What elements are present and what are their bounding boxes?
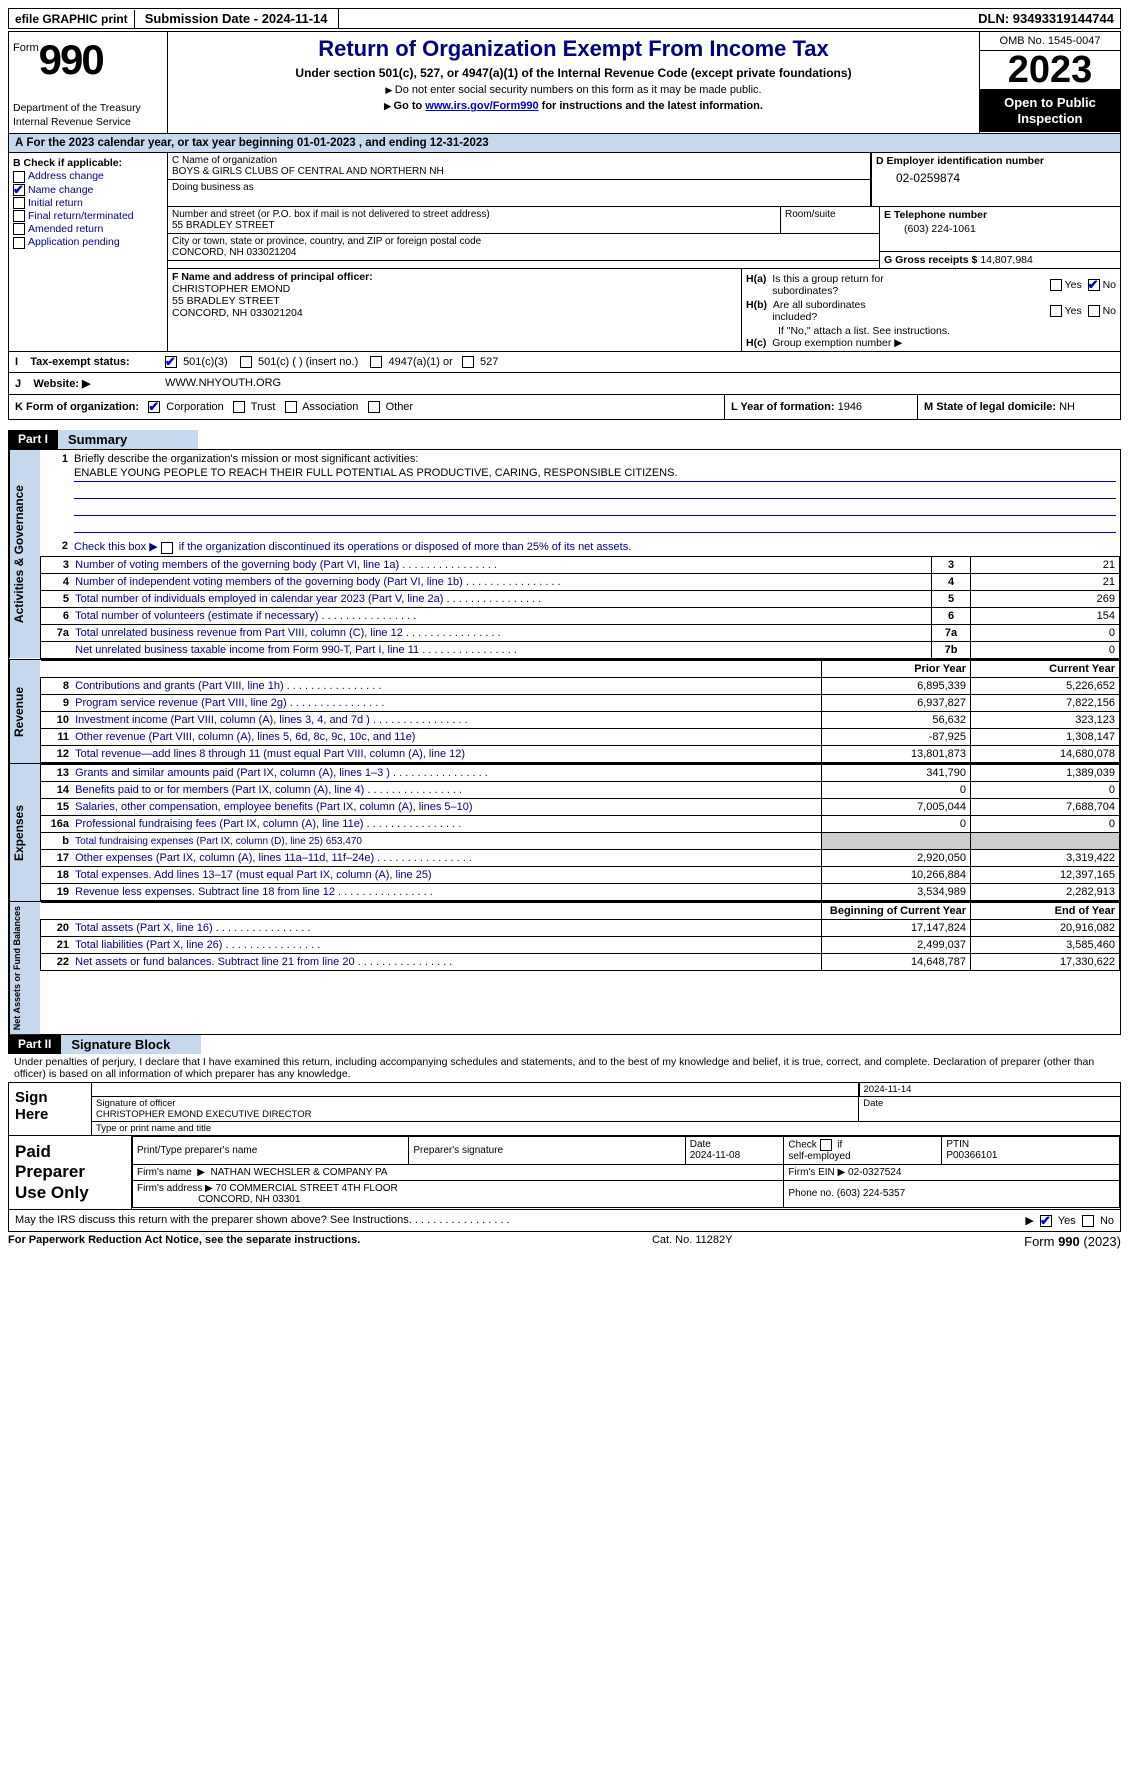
cb-501c3[interactable] [165, 356, 177, 368]
box-e-label: E Telephone number [884, 209, 987, 221]
discuss-row: May the IRS discuss this return with the… [8, 1210, 1121, 1232]
part2-header: Part II Signature Block [8, 1035, 1121, 1054]
cb-hb-yes[interactable] [1050, 305, 1062, 317]
prep-date: 2024-11-08 [690, 1150, 740, 1161]
instructions-link-row: Go to www.irs.gov/Form990 for instructio… [174, 100, 973, 112]
public-inspection-badge: Open to PublicInspection [980, 89, 1120, 132]
part1-header: Part I Summary [8, 430, 1121, 449]
expenses-section: Expenses 13 Grants and similar amounts p… [8, 764, 1121, 902]
year-formation: 1946 [838, 401, 862, 413]
cb-discontinued[interactable] [161, 542, 173, 554]
firm-addr-1: 70 COMMERCIAL STREET 4TH FLOOR [216, 1183, 398, 1194]
cb-ha-yes[interactable] [1050, 279, 1062, 291]
ptin: P00366101 [946, 1150, 997, 1161]
telephone-value: (603) 224-1061 [884, 221, 1116, 235]
tax-year: 2023 [980, 51, 1120, 89]
cb-corporation[interactable] [148, 401, 160, 413]
sign-here-section: Sign Here 2024-11-14 Signature of office… [8, 1082, 1121, 1136]
form-subtitle: Under section 501(c), 527, or 4947(a)(1)… [174, 66, 973, 80]
governance-section: Activities & Governance 1 Briefly descri… [8, 449, 1121, 659]
identity-grid: B Check if applicable: Address change Na… [8, 152, 1121, 352]
box-g-label: G Gross receipts $ [884, 254, 977, 266]
org-name: BOYS & GIRLS CLUBS OF CENTRAL AND NORTHE… [172, 166, 444, 177]
form-title: Return of Organization Exempt From Incom… [174, 36, 973, 62]
website-value: WWW.NHYOUTH.ORG [165, 377, 1114, 390]
irs-link[interactable]: www.irs.gov/Form990 [425, 100, 538, 112]
form-header: Form990 Department of the TreasuryIntern… [8, 31, 1121, 134]
cb-discuss-yes[interactable] [1040, 1215, 1052, 1227]
room-label: Room/suite [781, 207, 879, 233]
cb-hb-no[interactable] [1088, 305, 1100, 317]
firm-name: NATHAN WECHSLER & COMPANY PA [211, 1167, 388, 1178]
revenue-section: Revenue Prior YearCurrent Year 8 Contrib… [8, 660, 1121, 764]
form-word: Form [13, 42, 39, 54]
row-j-label: J Website: ▶ [15, 377, 165, 390]
cb-other[interactable] [368, 401, 380, 413]
cb-name-change[interactable] [13, 184, 25, 196]
cb-ha-no[interactable] [1088, 279, 1100, 291]
cb-trust[interactable] [233, 401, 245, 413]
cb-self-employed[interactable] [820, 1139, 832, 1151]
box-d-label: D Employer identification number [876, 155, 1044, 167]
officer-signature: CHRISTOPHER EMOND EXECUTIVE DIRECTOR [96, 1109, 312, 1120]
street-label: Number and street (or P.O. box if mail i… [172, 209, 490, 220]
gross-receipts-value: 14,807,984 [980, 254, 1033, 266]
cb-final-return[interactable] [13, 210, 25, 222]
topbar: efile GRAPHIC print Submission Date - 20… [8, 8, 1121, 29]
box-f-label: F Name and address of principal officer: [172, 271, 373, 283]
ssn-note: Do not enter social security numbers on … [174, 84, 973, 96]
firm-ein: 02-0327524 [848, 1167, 901, 1178]
cb-initial-return[interactable] [13, 197, 25, 209]
officer-street: 55 BRADLEY STREET [172, 295, 280, 307]
form-number: 990 [39, 36, 103, 84]
cb-527[interactable] [462, 356, 474, 368]
cb-association[interactable] [285, 401, 297, 413]
ein-value: 02-0259874 [876, 167, 1116, 185]
paid-preparer-section: PaidPreparerUse Only Print/Type preparer… [8, 1136, 1121, 1210]
firm-phone: (603) 224-5357 [837, 1188, 905, 1199]
officer-city: CONCORD, NH 033021204 [172, 307, 303, 319]
hb-note: If "No," attach a list. See instructions… [746, 325, 1116, 337]
department-label: Department of the TreasuryInternal Reven… [13, 102, 163, 129]
cb-application-pending[interactable] [13, 237, 25, 249]
cb-amended-return[interactable] [13, 223, 25, 235]
box-c-name-label: C Name of organization [172, 155, 277, 166]
row-i-label: I Tax-exempt status: [15, 356, 165, 368]
tax-year-period: A For the 2023 calendar year, or tax yea… [8, 134, 1121, 152]
mission-text: ENABLE YOUNG PEOPLE TO REACH THEIR FULL … [74, 467, 1116, 482]
governance-table: 3 Number of voting members of the govern… [40, 556, 1120, 659]
officer-name: CHRISTOPHER EMOND [172, 283, 290, 295]
dln-label: DLN: 93493319144744 [972, 9, 1120, 28]
box-b-label: B Check if applicable: [13, 157, 163, 169]
city-label: City or town, state or province, country… [172, 236, 481, 247]
submission-date: Submission Date - 2024-11-14 [135, 9, 339, 28]
efile-print-button[interactable]: efile GRAPHIC print [9, 10, 135, 28]
penalty-text: Under penalties of perjury, I declare th… [8, 1054, 1121, 1082]
cb-4947[interactable] [370, 356, 382, 368]
netassets-section: Net Assets or Fund Balances Beginning of… [8, 902, 1121, 1035]
street-value: 55 BRADLEY STREET [172, 220, 275, 231]
dba-label: Doing business as [172, 182, 254, 193]
page-footer: For Paperwork Reduction Act Notice, see … [8, 1234, 1121, 1249]
cb-address-change[interactable] [13, 171, 25, 183]
cb-501c[interactable] [240, 356, 252, 368]
city-value: CONCORD, NH 033021204 [172, 247, 297, 258]
state-domicile: NH [1059, 401, 1075, 413]
firm-addr-2: CONCORD, NH 03301 [198, 1194, 300, 1205]
cb-discuss-no[interactable] [1082, 1215, 1094, 1227]
